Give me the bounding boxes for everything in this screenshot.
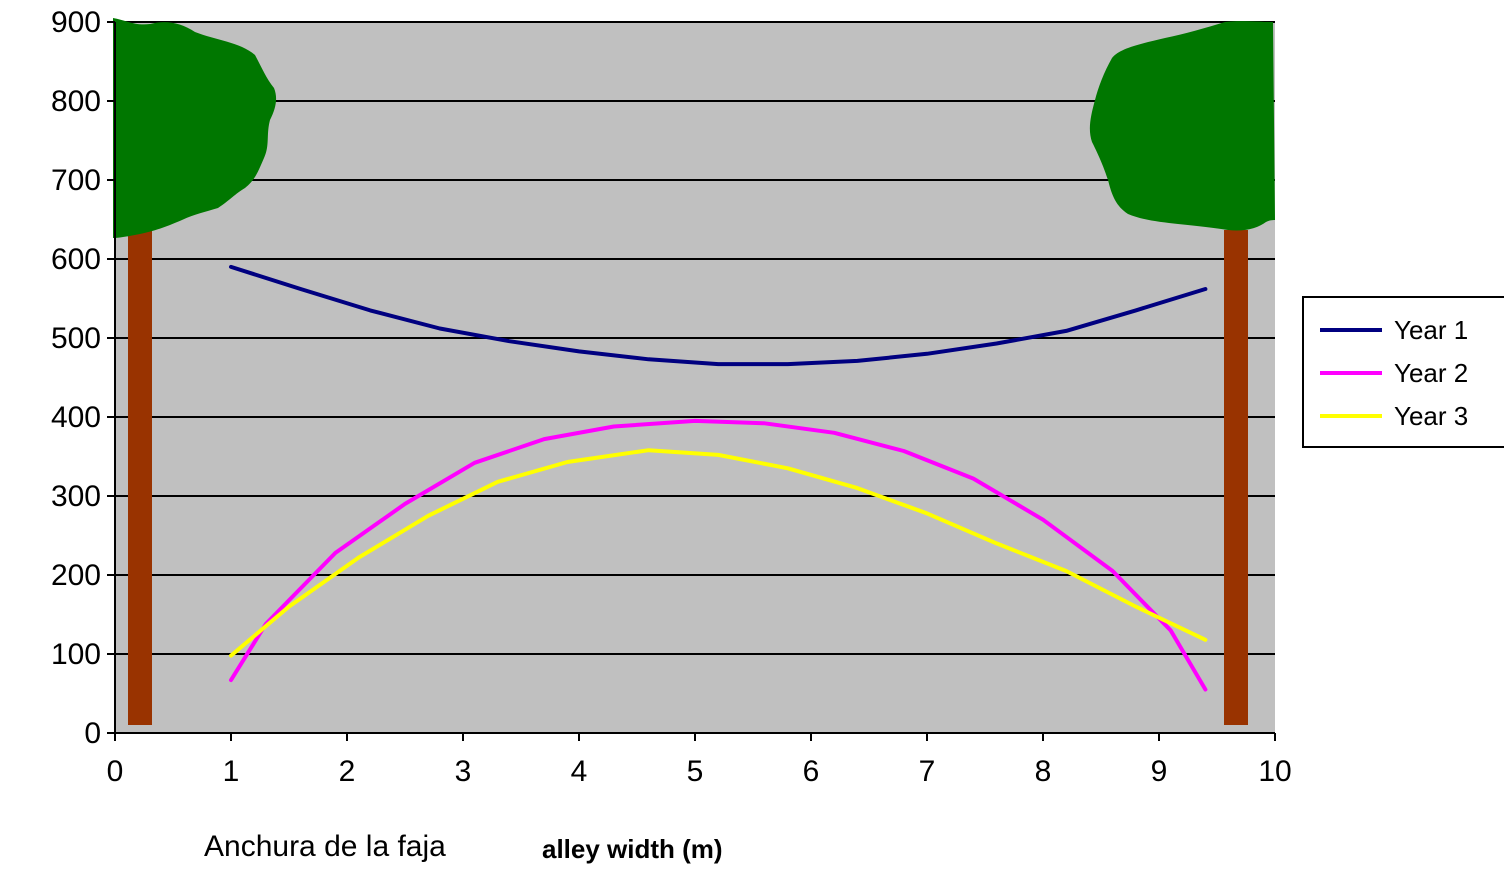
y-tick-label: 300 [51,480,101,513]
y-tick-label: 600 [51,243,101,276]
y-tick-label: 700 [51,164,101,197]
x-tick-label: 8 [1035,755,1052,788]
y-tick-label: 500 [51,322,101,355]
x-tick-label: 9 [1151,755,1168,788]
right-tree-trunk [1224,230,1248,725]
left-tree-canopy [113,18,277,238]
x-axis-title: Anchura de la faja [204,830,446,863]
y-tick-label: 200 [51,559,101,592]
ticks: 0 100 200 300 400 500 600 700 800 900 0 1 2 3 4 5 6 7 8 9 10 [51,6,1292,788]
y-tick-label: 400 [51,401,101,434]
x-tick-label: 1 [223,755,240,788]
legend-label: Year 3 [1394,401,1468,431]
y-tick-label: 0 [84,717,101,750]
left-tree-trunk [128,230,152,725]
right-tree-canopy [1089,21,1275,231]
left-tree-icon [113,18,277,725]
series-line-year-1 [229,264,1208,367]
series-lines [229,264,1208,692]
plot-background [115,22,1275,733]
x-tick-label: 6 [803,755,820,788]
legend: Year 1 Year 2 Year 3 [1302,296,1504,448]
x-tick-label: 10 [1258,755,1291,788]
y-tick-label: 800 [51,85,101,118]
x-tick-label: 7 [919,755,936,788]
gridlines [115,21,1275,655]
x-tick-label: 3 [455,755,472,788]
x-tick-label: 2 [339,755,356,788]
x-tick-label: 4 [571,755,588,788]
series-line-year-3 [229,448,1208,658]
y-tick-label: 900 [51,6,101,39]
legend-label: Year 1 [1394,315,1468,345]
legend-label: Year 2 [1394,358,1468,388]
right-tree-icon [1089,21,1275,725]
series-line-year-2 [229,418,1208,692]
x-tick-label: 5 [687,755,704,788]
y-tick-label: 100 [51,638,101,671]
x-tick-label: 0 [107,755,124,788]
x-axis-title-secondary: alley width (m) [542,834,723,864]
legend-items: Year 1 Year 2 Year 3 [1320,315,1468,431]
